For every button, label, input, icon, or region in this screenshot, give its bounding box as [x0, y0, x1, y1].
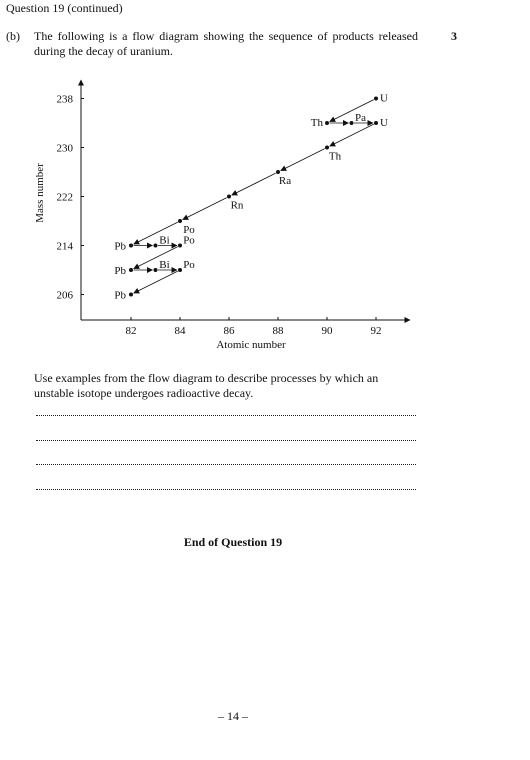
question-prompt: Use examples from the flow diagram to de…	[34, 371, 379, 400]
nuclide-label: Po	[183, 235, 195, 247]
nuclide-point	[129, 292, 133, 297]
part-label: (b)	[6, 29, 20, 43]
decay-arrow	[329, 99, 374, 123]
nuclide-label: Po	[183, 224, 195, 236]
nuclide-point	[374, 121, 378, 125]
x-tick-label: 82	[126, 325, 137, 337]
question-header: Question 19 (continued)	[6, 1, 123, 15]
answer-line[interactable]	[36, 415, 416, 416]
nuclide-label: Pb	[114, 241, 126, 253]
marks-value: 3	[451, 29, 457, 43]
decay-arrow	[133, 270, 178, 294]
page-number: – 14 –	[218, 709, 248, 723]
nuclide-point	[129, 243, 133, 248]
nuclide-label: Po	[183, 259, 195, 271]
nuclide-label: Pa	[355, 112, 366, 124]
x-tick-label: 90	[322, 325, 334, 337]
nuclide-label: Pb	[114, 290, 126, 302]
y-tick-label: 230	[57, 143, 74, 155]
nuclide-label: Th	[329, 151, 342, 163]
y-tick-label: 206	[57, 290, 74, 302]
decay-arrow	[133, 221, 178, 245]
x-tick-label: 88	[273, 325, 285, 337]
decay-flow-diagram: 82 84 86 88 90 92 206 214 222 230 238 Atomic number…	[30, 72, 430, 357]
nuclide-point	[178, 243, 182, 248]
nuclide-label: Ra	[279, 175, 291, 187]
y-tick-label: 214	[57, 241, 74, 253]
nuclide-point	[374, 96, 378, 101]
nuclide-point	[178, 268, 182, 272]
y-tick-label: 222	[57, 192, 74, 204]
nuclide-point	[276, 170, 280, 174]
answer-line[interactable]	[36, 489, 416, 490]
nuclide-label: U	[380, 117, 388, 129]
decay-arrow	[329, 123, 374, 147]
nuclide-point	[153, 268, 158, 272]
nuclide-point	[325, 145, 329, 150]
y-axis-label: Mass number	[34, 163, 46, 223]
decay-arrow	[231, 172, 276, 196]
x-tick-label: 84	[175, 325, 187, 337]
x-tick-label: 86	[224, 325, 236, 337]
nuclide-point	[129, 268, 133, 272]
nuclide-label: Bi	[159, 259, 169, 271]
answer-line[interactable]	[36, 464, 416, 465]
decay-arrow	[133, 246, 178, 270]
answer-line[interactable]	[36, 440, 416, 441]
nuclide-point	[227, 194, 231, 199]
nuclide-point	[178, 219, 182, 223]
decay-arrow	[182, 197, 227, 221]
nuclide-point	[325, 121, 329, 125]
x-tick-label: 92	[371, 325, 382, 337]
nuclide-point	[153, 243, 158, 248]
nuclide-label: Bi	[159, 235, 169, 247]
nuclide-label: Th	[311, 117, 324, 129]
decay-arrow	[280, 148, 325, 172]
nuclide-label: Pb	[114, 265, 126, 277]
y-tick-label: 238	[57, 94, 74, 106]
nuclide-label: Rn	[231, 200, 244, 212]
part-intro-text: The following is a flow diagram showing …	[34, 29, 418, 58]
nuclide-label: U	[380, 93, 388, 105]
end-of-question-label: End of Question 19	[183, 535, 283, 549]
x-axis-label: Atomic number	[216, 339, 286, 351]
decay-chart-svg: 82 84 86 88 90 92 206 214 222 230 238 Atomic number…	[34, 79, 411, 351]
nuclide-point	[349, 121, 354, 125]
